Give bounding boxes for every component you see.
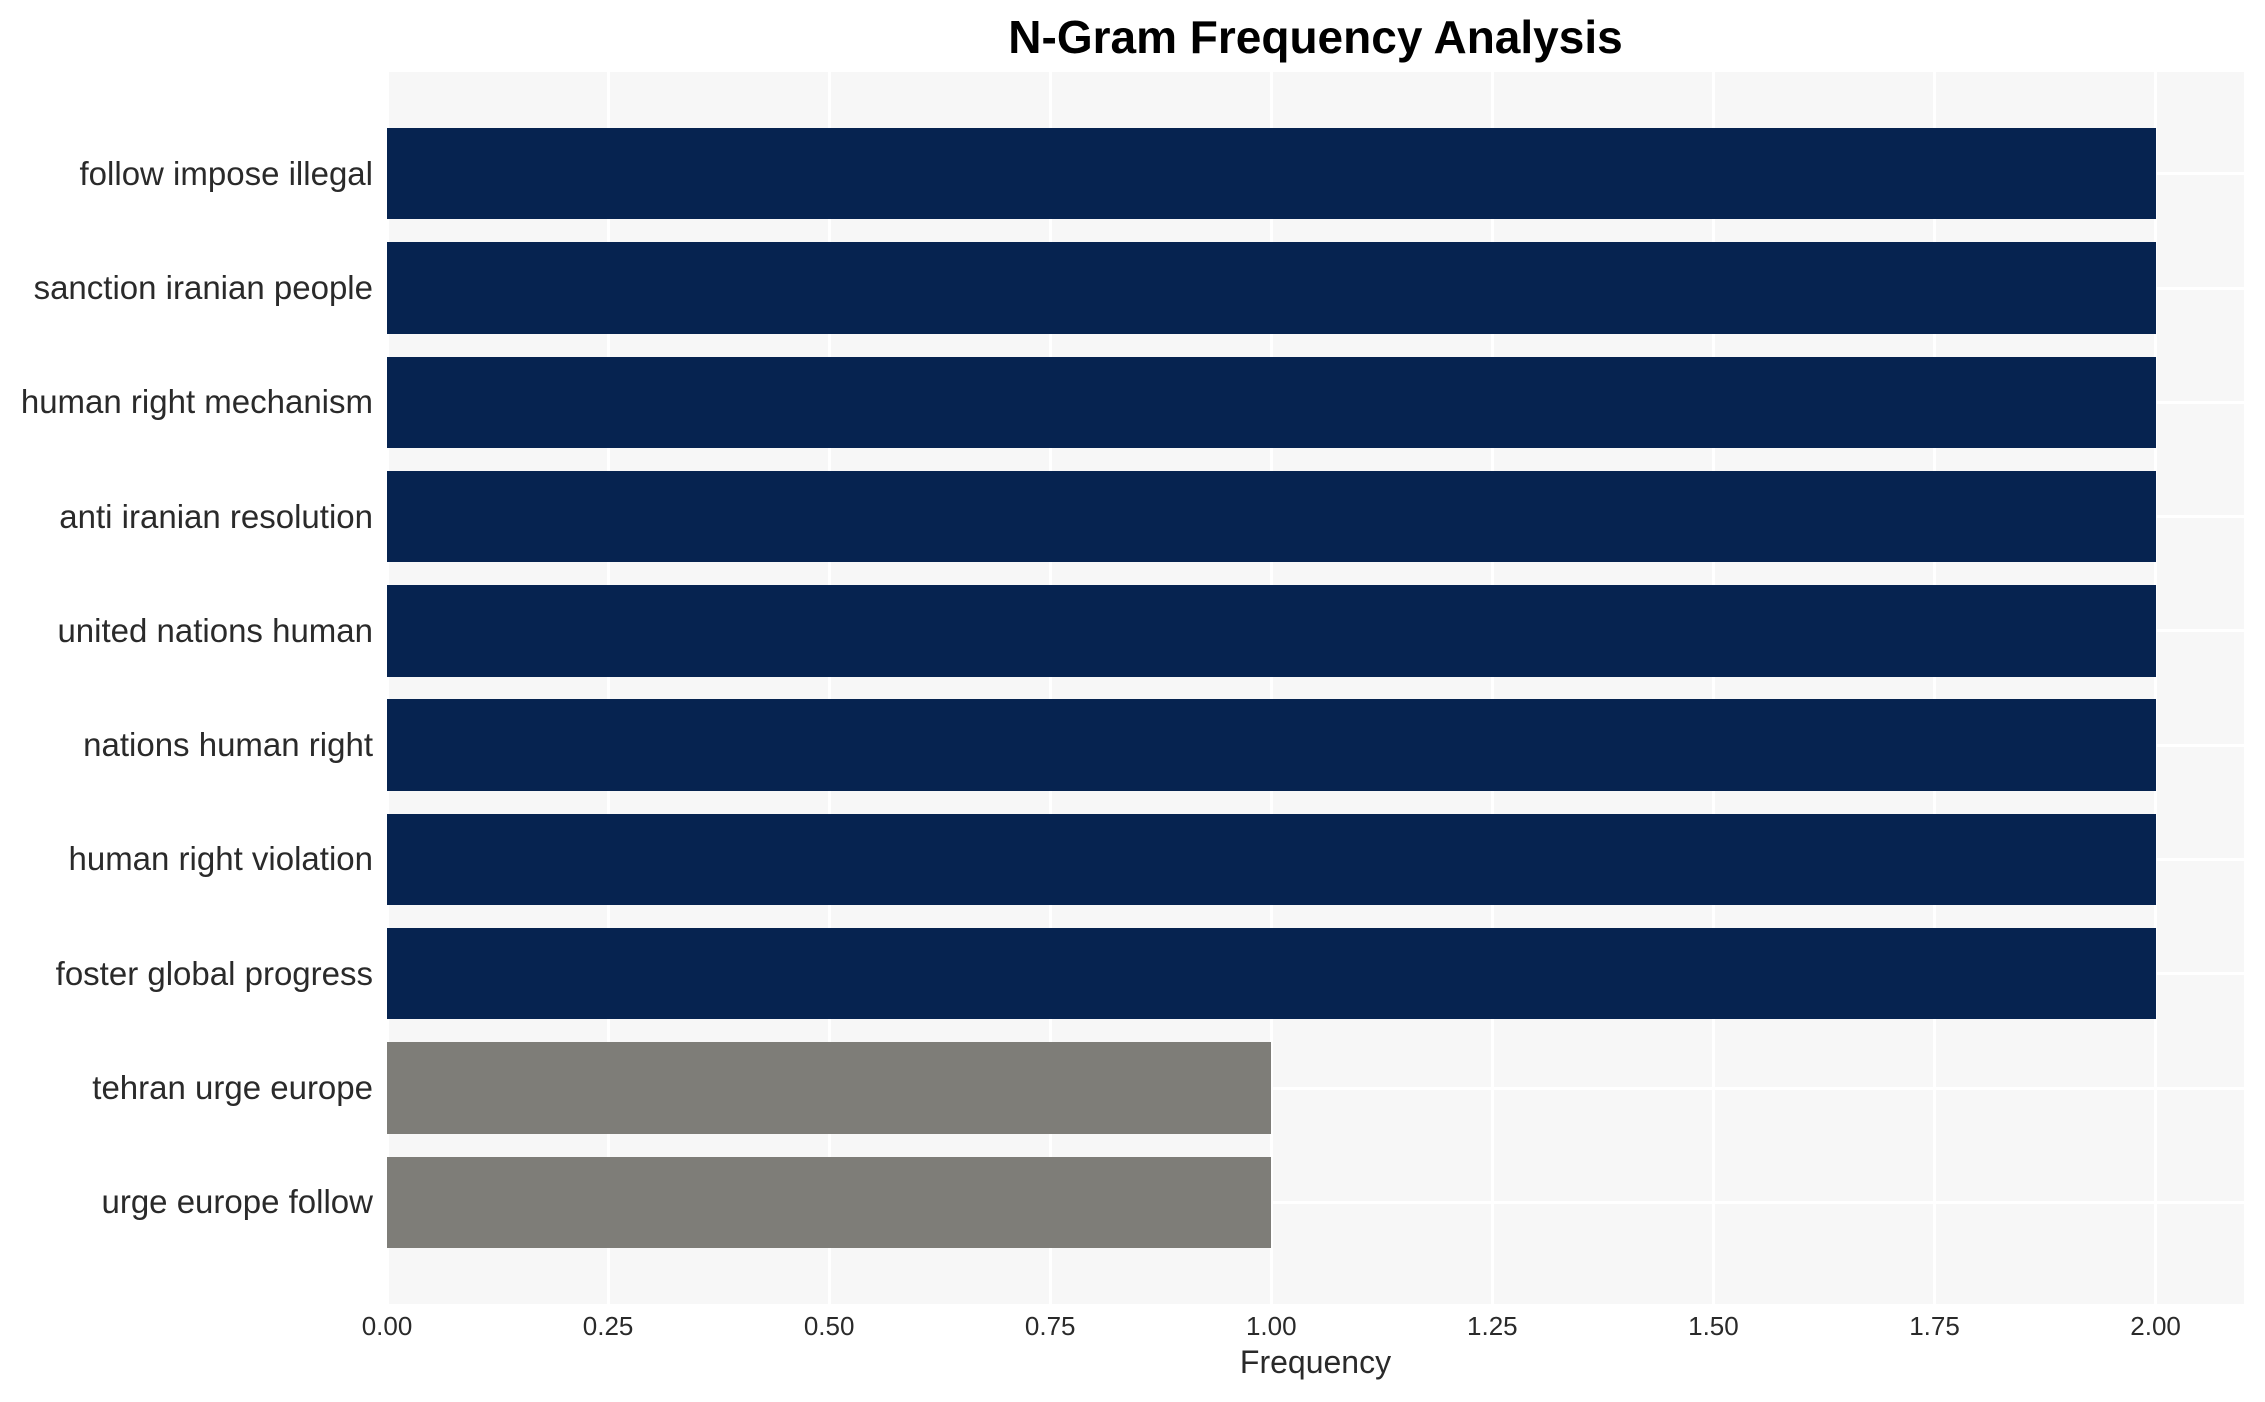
x-tick-label: 1.25 xyxy=(1467,1311,1518,1341)
y-tick-label: follow impose illegal xyxy=(79,154,373,192)
y-tick-label: human right mechanism xyxy=(20,383,373,421)
y-tick-label: united nations human xyxy=(57,611,373,649)
x-gridline xyxy=(387,72,389,1304)
x-gridline xyxy=(606,72,610,1304)
x-gridline xyxy=(1933,72,1936,1304)
chart-title: N-Gram Frequency Analysis xyxy=(1008,11,1623,63)
y-tick-label: tehran urge europe xyxy=(92,1069,373,1106)
bar-human-right-mechanism xyxy=(387,356,2156,448)
bar-nations-human-right xyxy=(387,699,2156,791)
x-gridline xyxy=(1048,72,1052,1304)
x-tick-label: 1.00 xyxy=(1245,1311,1297,1341)
y-tick-label: anti iranian resolution xyxy=(59,497,373,535)
x-gridline xyxy=(1711,72,1715,1304)
y-gridline xyxy=(387,1200,2244,1204)
y-tick-label: human right violation xyxy=(68,840,373,878)
bar-tehran-urge-europe xyxy=(387,1042,1272,1134)
x-gridline xyxy=(1269,72,1273,1304)
bar-foster-global-progress xyxy=(387,928,2156,1020)
x-tick-label: 0.50 xyxy=(803,1311,855,1341)
x-tick-label: 0.00 xyxy=(361,1311,413,1341)
x-axis-label: Frequency xyxy=(1239,1344,1392,1380)
x-tick-label: 0.75 xyxy=(1024,1311,1076,1341)
x-gridline xyxy=(2154,72,2158,1304)
y-tick-label: sanction iranian people xyxy=(33,269,373,306)
y-tick-label: urge europe follow xyxy=(101,1183,373,1221)
y-gridline xyxy=(387,1086,2244,1090)
x-gridline xyxy=(827,72,831,1304)
bar-anti-iranian-resolution xyxy=(387,470,2156,563)
bar-sanction-iranian-people xyxy=(387,242,2156,334)
x-tick-label: 2.00 xyxy=(2130,1311,2181,1341)
bar-urge-europe-follow xyxy=(387,1156,1272,1248)
x-gridline xyxy=(1490,72,1494,1304)
bar-human-right-violation xyxy=(387,813,2156,906)
bar-united-nations-human xyxy=(387,585,2156,677)
y-tick-label: nations human right xyxy=(83,726,373,764)
x-tick-label: 0.25 xyxy=(582,1311,634,1341)
x-tick-label: 1.50 xyxy=(1688,1311,1739,1341)
plot-area xyxy=(387,72,2244,1304)
bar-follow-impose-illegal xyxy=(387,128,2156,220)
x-tick-label: 1.75 xyxy=(1909,1311,1960,1341)
y-tick-label: foster global progress xyxy=(55,954,373,992)
